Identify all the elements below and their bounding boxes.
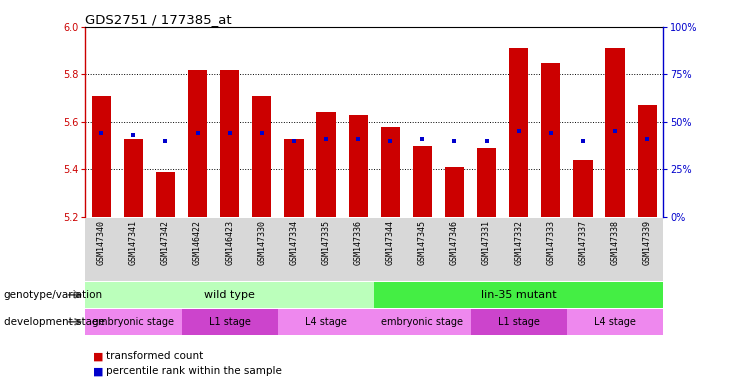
Text: transformed count: transformed count <box>106 351 203 361</box>
Bar <box>278 309 374 335</box>
Text: ■: ■ <box>93 351 103 361</box>
Text: embryonic stage: embryonic stage <box>382 317 463 327</box>
Text: L1 stage: L1 stage <box>209 317 250 327</box>
Text: GSM147338: GSM147338 <box>611 220 619 265</box>
Bar <box>85 309 182 335</box>
Bar <box>92 96 111 217</box>
Bar <box>182 309 278 335</box>
Text: GSM147332: GSM147332 <box>514 220 523 265</box>
Bar <box>85 282 374 308</box>
Text: lin-35 mutant: lin-35 mutant <box>481 290 556 300</box>
Text: GDS2751 / 177385_at: GDS2751 / 177385_at <box>85 13 232 26</box>
Text: GSM147340: GSM147340 <box>97 220 106 265</box>
Text: GSM147344: GSM147344 <box>386 220 395 265</box>
Text: GSM146423: GSM146423 <box>225 220 234 265</box>
Bar <box>220 70 239 217</box>
Bar <box>124 139 143 217</box>
Bar <box>471 309 567 335</box>
Text: embryonic stage: embryonic stage <box>93 317 174 327</box>
Text: GSM147330: GSM147330 <box>257 220 266 265</box>
Text: L4 stage: L4 stage <box>594 317 636 327</box>
Bar <box>637 105 657 217</box>
Text: L1 stage: L1 stage <box>498 317 539 327</box>
Text: wild type: wild type <box>205 290 255 300</box>
Bar <box>188 70 207 217</box>
Bar <box>381 127 400 217</box>
Text: GSM146422: GSM146422 <box>193 220 202 265</box>
Text: GSM147341: GSM147341 <box>129 220 138 265</box>
Text: GSM147331: GSM147331 <box>482 220 491 265</box>
Bar <box>541 63 560 217</box>
Bar <box>316 113 336 217</box>
Text: L4 stage: L4 stage <box>305 317 347 327</box>
Text: GSM147345: GSM147345 <box>418 220 427 265</box>
Bar <box>445 167 464 217</box>
Text: ■: ■ <box>93 366 103 376</box>
Text: GSM147333: GSM147333 <box>546 220 555 265</box>
Text: GSM147334: GSM147334 <box>290 220 299 265</box>
Bar <box>156 172 175 217</box>
Text: GSM147337: GSM147337 <box>579 220 588 265</box>
Bar <box>574 160 593 217</box>
Text: GSM147339: GSM147339 <box>642 220 651 265</box>
Text: GSM147335: GSM147335 <box>322 220 330 265</box>
Bar <box>348 115 368 217</box>
Bar <box>252 96 271 217</box>
Text: genotype/variation: genotype/variation <box>4 290 103 300</box>
Text: GSM147346: GSM147346 <box>450 220 459 265</box>
Text: development stage: development stage <box>4 317 104 327</box>
Text: GSM147336: GSM147336 <box>353 220 362 265</box>
Text: GSM147342: GSM147342 <box>161 220 170 265</box>
Bar <box>605 48 625 217</box>
Bar <box>374 309 471 335</box>
Bar <box>477 148 496 217</box>
Bar <box>509 48 528 217</box>
Bar <box>413 146 432 217</box>
Bar <box>567 309 663 335</box>
Bar <box>374 282 663 308</box>
Text: percentile rank within the sample: percentile rank within the sample <box>106 366 282 376</box>
Bar <box>285 139 304 217</box>
